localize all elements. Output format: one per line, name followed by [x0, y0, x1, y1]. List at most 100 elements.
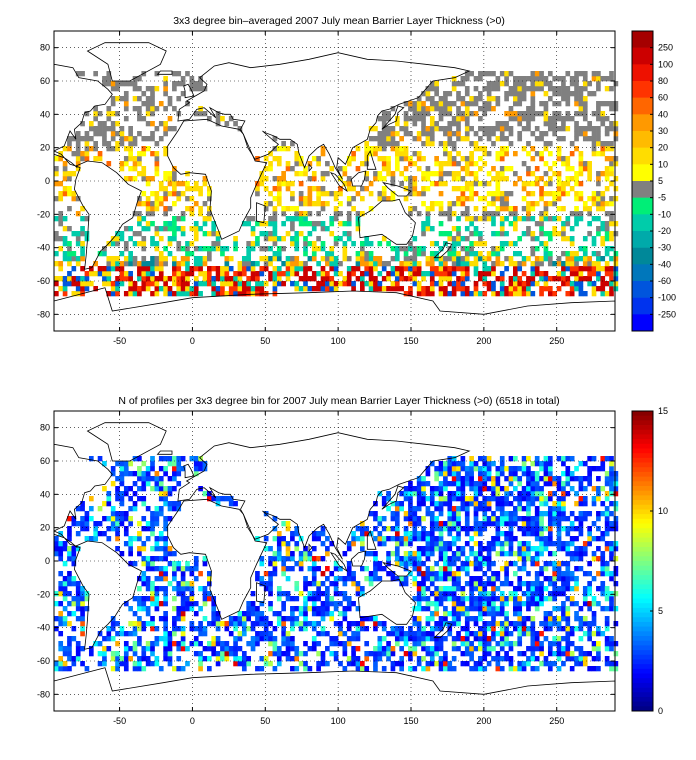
- map-cell: [75, 71, 81, 77]
- map-cell: [478, 531, 483, 537]
- map-cell: [338, 661, 343, 667]
- map-cell: [443, 661, 448, 667]
- coastline: [350, 170, 367, 187]
- map-cell: [294, 656, 300, 662]
- colorbar-swatch: [632, 97, 653, 115]
- map-cell: [491, 491, 496, 497]
- map-cell: [495, 481, 501, 487]
- map-cell: [547, 81, 553, 87]
- map-cell: [438, 491, 444, 497]
- map-cell: [582, 261, 588, 267]
- map-cell: [132, 646, 138, 652]
- map-cell: [233, 276, 238, 282]
- map-cell: [600, 281, 606, 287]
- map-cell: [294, 581, 300, 587]
- map-cell: [526, 181, 531, 187]
- map-cell: [294, 526, 300, 532]
- map-cell: [381, 141, 387, 147]
- map-cell: [386, 131, 391, 137]
- map-cell: [325, 591, 330, 597]
- map-cell: [255, 621, 260, 627]
- map-cell: [552, 76, 558, 82]
- map-cell: [609, 231, 614, 237]
- map-cell: [67, 206, 72, 212]
- map-cell: [587, 476, 592, 482]
- map-cell: [360, 211, 365, 217]
- bottom-map-title: N of profiles per 3x3 degree bin for 200…: [118, 395, 559, 407]
- map-cell: [552, 201, 558, 207]
- map-cell: [342, 166, 348, 172]
- map-cell: [604, 156, 610, 162]
- map-cell: [469, 471, 474, 477]
- map-cell: [154, 511, 160, 517]
- map-cell: [469, 581, 474, 587]
- map-cell: [565, 191, 571, 197]
- map-cell: [360, 276, 365, 282]
- map-cell: [521, 561, 527, 567]
- map-cell: [115, 516, 120, 522]
- map-cell: [425, 511, 431, 517]
- map-cell: [473, 256, 479, 262]
- map-cell: [539, 586, 544, 592]
- map-cell: [137, 476, 142, 482]
- map-cell: [263, 156, 269, 162]
- map-cell: [561, 276, 566, 282]
- map-cell: [561, 576, 566, 582]
- map-cell: [408, 246, 413, 252]
- colorbar-label: -30: [658, 243, 671, 253]
- map-cell: [298, 276, 304, 282]
- map-cell: [421, 156, 426, 162]
- map-cell: [237, 126, 243, 132]
- map-cell: [403, 576, 409, 582]
- map-cell: [569, 186, 575, 192]
- map-cell: [425, 606, 431, 612]
- map-cell: [556, 111, 562, 117]
- map-cell: [132, 211, 138, 217]
- map-cell: [604, 291, 610, 297]
- map-cell: [172, 561, 177, 567]
- map-cell: [368, 241, 374, 247]
- map-cell: [464, 71, 470, 77]
- map-cell: [556, 216, 562, 222]
- map-cell: [456, 171, 461, 177]
- map-cell: [526, 586, 531, 592]
- map-cell: [346, 266, 352, 272]
- map-cell: [565, 571, 571, 577]
- map-cell: [368, 616, 374, 622]
- map-cell: [97, 131, 103, 137]
- map-cell: [530, 526, 536, 532]
- map-cell: [451, 471, 457, 477]
- map-cell: [600, 501, 606, 507]
- map-cell: [185, 186, 190, 192]
- map-cell: [145, 526, 151, 532]
- map-cell: [119, 166, 125, 172]
- map-cell: [443, 566, 448, 572]
- map-cell: [499, 516, 505, 522]
- map-cell: [451, 281, 457, 287]
- map-cell: [574, 661, 579, 667]
- map-cell: [298, 196, 304, 202]
- map-cell: [578, 101, 584, 107]
- map-cell: [141, 216, 147, 222]
- map-cell: [185, 646, 190, 652]
- map-cell: [478, 551, 483, 557]
- map-cell: [408, 241, 413, 247]
- map-cell: [145, 606, 151, 612]
- map-cell: [547, 526, 553, 532]
- map-cell: [434, 91, 439, 97]
- map-cell: [364, 241, 370, 247]
- map-cell: [469, 291, 474, 297]
- map-cell: [478, 116, 483, 122]
- map-cell: [394, 276, 400, 282]
- map-cell: [320, 661, 326, 667]
- map-cell: [281, 536, 286, 542]
- map-cell: [290, 556, 295, 562]
- map-cell: [93, 116, 99, 122]
- map-cell: [478, 586, 483, 592]
- map-cell: [233, 626, 238, 632]
- map-cell: [447, 106, 453, 112]
- colorbar-swatch: [632, 264, 653, 282]
- map-cell: [150, 566, 155, 572]
- map-cell: [539, 101, 544, 107]
- map-cell: [569, 666, 575, 672]
